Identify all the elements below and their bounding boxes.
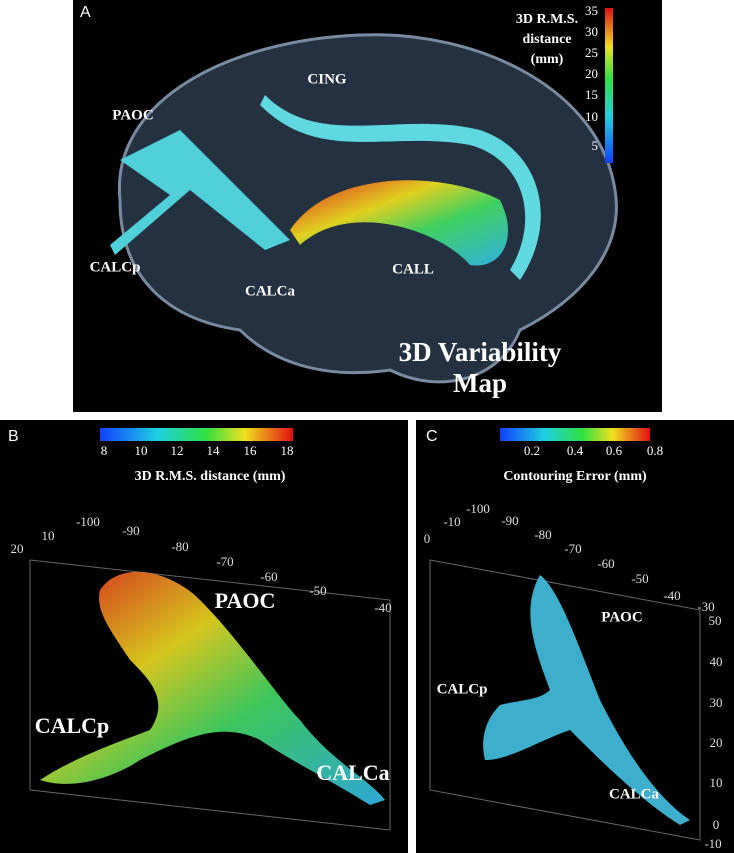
- tick-label: 0.2: [524, 443, 540, 458]
- tick-label: -70: [564, 541, 581, 556]
- colorbar: [605, 8, 613, 163]
- tick-label: 16: [244, 443, 258, 458]
- tick-label: 0: [424, 531, 431, 546]
- call-ribbon: [290, 180, 509, 266]
- colorbar-title: (mm): [531, 52, 564, 67]
- tick-label: -10: [704, 836, 721, 851]
- structure-label: CALCp: [437, 681, 488, 697]
- tick-label: 5: [592, 138, 599, 153]
- structure-label: CING: [307, 71, 347, 87]
- tick-label: 20: [585, 66, 598, 81]
- colorbar: [100, 428, 293, 441]
- tick-label: 10: [135, 443, 148, 458]
- tick-label: 0.4: [567, 443, 584, 458]
- tick-label: -40: [663, 588, 680, 603]
- cing-ribbon: [260, 95, 541, 280]
- structure-label: PAOC: [215, 588, 276, 613]
- panel-b: B 8 10 12 14 16 18 3D R.M.S. distance (mm) 20…: [0, 420, 408, 853]
- axis-ticks: 0 -10 -100 -90 -80 -70 -60 -50 -40 -30: [424, 501, 715, 614]
- fiber-surface: [483, 575, 690, 825]
- structure-label: PAOC: [601, 609, 642, 625]
- tick-label: 10: [710, 775, 723, 790]
- tick-label: 40: [710, 654, 723, 669]
- colorbar-ticks: 35 30 25 20 15 10 5: [585, 3, 598, 153]
- structure-label: CALL: [392, 261, 434, 277]
- panel-label: A: [80, 4, 91, 21]
- tick-label: 25: [585, 45, 598, 60]
- tick-label: 20: [11, 541, 24, 556]
- tick-label: 18: [281, 443, 294, 458]
- colorbar-ticks: 0.2 0.4 0.6 0.8: [524, 443, 663, 458]
- structure-label: CALCa: [316, 760, 389, 785]
- tick-label: 8: [101, 443, 108, 458]
- tick-label: -90: [501, 513, 518, 528]
- axis-box: [429, 559, 701, 841]
- colorbar: [500, 428, 650, 441]
- colorbar-title: distance: [523, 32, 572, 47]
- tick-label: 14: [207, 443, 221, 458]
- structure-label: CALCa: [245, 283, 296, 299]
- tick-label: 10: [585, 109, 598, 124]
- tick-label: -100: [76, 514, 100, 529]
- tick-label: 35: [585, 3, 598, 18]
- tick-label: -80: [534, 527, 551, 542]
- structure-label: CALCp: [35, 713, 110, 738]
- structure-label: PAOC: [112, 107, 153, 123]
- tick-label: -90: [122, 523, 139, 538]
- panel-label: B: [8, 428, 19, 445]
- tick-label: -50: [309, 583, 326, 598]
- panel-c: C 0.2 0.4 0.6 0.8 Contouring Error (mm) 0 -1…: [416, 420, 734, 853]
- tick-label: -70: [216, 554, 233, 569]
- fiber-surface: [40, 571, 385, 805]
- paoc-calc-ribbon: [110, 130, 290, 255]
- tick-label: -60: [260, 569, 277, 584]
- tick-label: -30: [697, 599, 714, 614]
- axis-ticks: 20 10 -100 -90 -80 -70 -60 -50 -40: [11, 514, 392, 615]
- caption: 3D Variability: [399, 337, 562, 367]
- tick-label: 12: [171, 443, 184, 458]
- colorbar-title: 3D R.M.S. distance (mm): [135, 469, 286, 484]
- panel-label: C: [426, 428, 438, 445]
- tick-label: 20: [710, 735, 723, 750]
- panel-a: A 3D R.M.S. distance (mm) 3530252015105 …: [73, 0, 662, 412]
- structure-label: CALCp: [90, 259, 141, 275]
- axis-box: [29, 559, 391, 831]
- tick-label: 30: [710, 695, 723, 710]
- tick-label: 0: [713, 817, 720, 832]
- tick-label: -100: [466, 501, 490, 516]
- tick-label: 10: [42, 528, 55, 543]
- axis-ticks: 50 40 30 20 10 0 -10: [704, 613, 722, 851]
- tick-label: -80: [171, 539, 188, 554]
- tick-label: 50: [709, 613, 722, 628]
- tick-label: 30: [585, 24, 598, 39]
- colorbar-ticks: 8 10 12 14 16 18: [101, 443, 294, 458]
- caption: Map: [453, 368, 507, 398]
- tick-label: -50: [631, 571, 648, 586]
- tick-label: -40: [374, 600, 391, 615]
- colorbar-title: Contouring Error (mm): [503, 469, 647, 484]
- tick-label: 15: [585, 87, 598, 102]
- tick-label: -60: [597, 556, 614, 571]
- structure-label: CALCa: [609, 786, 660, 802]
- tick-label: -10: [443, 514, 460, 529]
- tick-label: 0.6: [606, 443, 623, 458]
- colorbar-title: 3D R.M.S.: [516, 12, 578, 27]
- tick-label: 0.8: [647, 443, 663, 458]
